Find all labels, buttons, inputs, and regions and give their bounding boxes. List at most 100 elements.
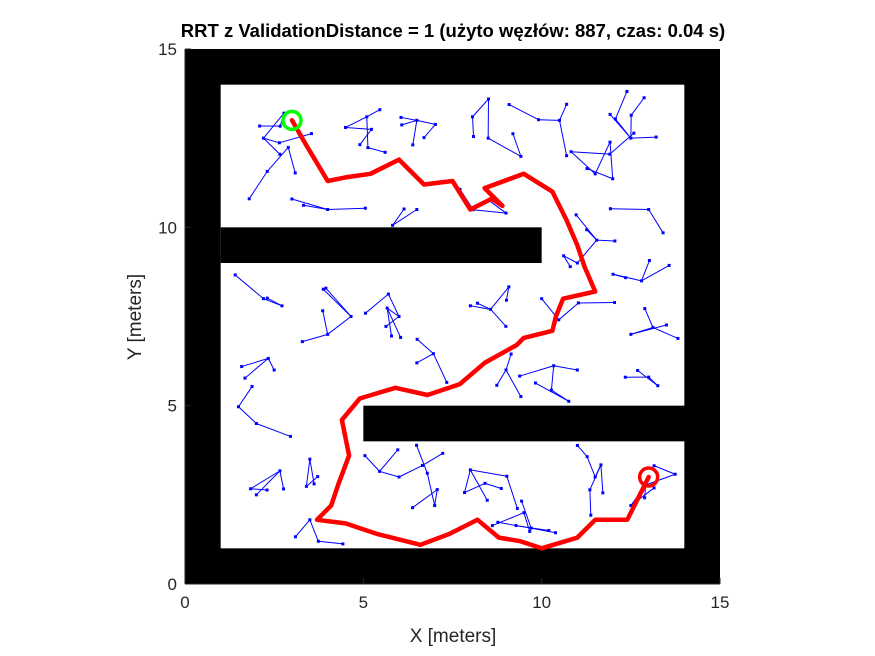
tree-node [240, 365, 244, 369]
tree-node [575, 368, 579, 372]
tree-node [290, 197, 294, 201]
tree-edge [267, 297, 283, 307]
tree-edge [487, 137, 522, 157]
tree-node [400, 123, 404, 127]
tree-edge [630, 136, 657, 139]
tree-edge [416, 338, 434, 355]
tree-edge [364, 455, 380, 472]
tree-node [585, 228, 589, 232]
tree-node [632, 131, 636, 135]
tree-node [282, 487, 286, 491]
tree-edge [609, 142, 614, 179]
tree-edge [559, 120, 568, 156]
tree-edge [287, 147, 296, 174]
tree-node [233, 273, 237, 277]
planned-path [289, 118, 651, 551]
tree-edge [302, 333, 328, 343]
tree-node [522, 511, 526, 515]
tree-edge [416, 445, 428, 474]
tree-edge [309, 459, 315, 484]
tree-edge [256, 423, 291, 437]
y-tick-label: 15 [158, 40, 177, 59]
tree-node [441, 451, 445, 455]
tree-edge [512, 133, 522, 157]
tree-edge [490, 308, 507, 327]
tree-edge [515, 525, 532, 529]
chart-title: RRT z ValidationDistance = 1 (użyto węzł… [181, 20, 725, 41]
tree-edge [477, 302, 491, 310]
tree-edge [434, 489, 438, 506]
tree-node [504, 324, 508, 328]
tree-node [472, 135, 476, 139]
obstacle-upper-bar [220, 227, 542, 263]
tree-edge [645, 473, 676, 486]
tree-node [629, 136, 633, 140]
tree-edge [401, 119, 417, 126]
tree-edge [325, 287, 352, 317]
tree-edge [589, 489, 592, 516]
tree-node [468, 468, 472, 472]
tree-edge [563, 255, 578, 264]
tree-node [341, 542, 345, 546]
tree-node [661, 231, 665, 235]
tree-edge [379, 449, 399, 472]
tree-node [415, 443, 419, 447]
tree-node [312, 482, 316, 486]
tree-node [383, 150, 387, 154]
tree-node [411, 143, 415, 147]
tree-edge [506, 476, 518, 509]
tree-node [647, 375, 651, 379]
tree-node [378, 108, 382, 112]
tree-edge [559, 104, 568, 121]
tree-edge [238, 406, 257, 424]
tree-edge [630, 97, 645, 116]
tree-edge [648, 209, 664, 234]
tree-edge [563, 255, 571, 267]
tree-edge [386, 308, 392, 337]
tree-edge [238, 386, 253, 408]
tree-edge [365, 293, 389, 314]
tree-edge [469, 469, 488, 501]
tree-node [647, 259, 651, 263]
tree-node [293, 535, 297, 539]
tree-edge [641, 264, 670, 282]
tree-node [321, 309, 325, 313]
tree-edge [327, 207, 366, 210]
tree-node [515, 506, 519, 510]
tree-edge [359, 129, 372, 145]
tree-node [247, 197, 251, 201]
axes-frame [184, 49, 720, 585]
tree-node [652, 486, 656, 490]
tree-node [601, 491, 605, 495]
tree-node [422, 136, 426, 140]
tree-edge [505, 286, 510, 301]
x-tick-label: 10 [532, 593, 551, 612]
tree-node [402, 207, 406, 211]
tree-edge [614, 91, 628, 120]
tree-node [593, 475, 597, 479]
tree-edge [470, 469, 507, 477]
tree-edge [586, 456, 596, 478]
tree-node [485, 498, 489, 502]
tree-node [608, 112, 612, 116]
tree-node [640, 279, 644, 283]
axis-ticks: 0 5 10 15 0 5 10 15 [158, 40, 729, 612]
tree-edge [309, 519, 319, 542]
obstacle-lower-bar [363, 405, 720, 442]
tree-edge [630, 324, 667, 335]
tree-node [533, 381, 537, 385]
tree-node [265, 296, 269, 300]
tree-edge [385, 316, 400, 327]
tree-edge [426, 473, 436, 506]
tree-node [629, 332, 633, 336]
tree-edge [464, 469, 471, 493]
tree-edge [303, 204, 328, 210]
x-tick-label: 15 [711, 593, 730, 612]
tree-edge [652, 327, 679, 339]
tree-edge [505, 353, 512, 371]
obstacle-right-wall [684, 49, 720, 584]
tree-edge [423, 124, 436, 138]
tree-edge [263, 137, 281, 155]
x-tick-label: 0 [180, 593, 189, 612]
tree-node [652, 464, 656, 468]
